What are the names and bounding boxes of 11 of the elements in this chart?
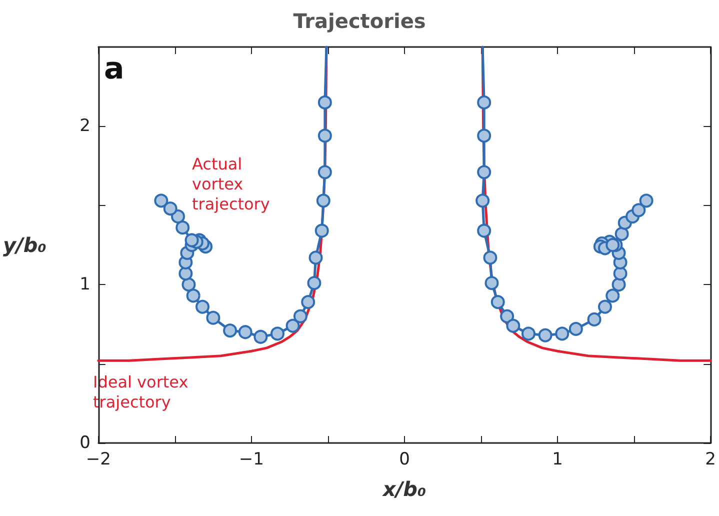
x-axis-title: x/b₀ bbox=[382, 477, 426, 501]
x-tick-label: 0 bbox=[399, 450, 410, 470]
annotation: Actual vortex trajectory bbox=[192, 154, 270, 214]
y-tick-label: 2 bbox=[80, 116, 90, 136]
x-tick-label: −1 bbox=[238, 450, 264, 470]
x-tick-label: 2 bbox=[705, 450, 716, 470]
chart-title: Trajectories bbox=[293, 9, 426, 33]
x-tick-label: 1 bbox=[552, 450, 563, 470]
y-axis-title: y/b₀ bbox=[2, 233, 47, 257]
annotation: a bbox=[104, 52, 124, 86]
y-tick-label: 1 bbox=[80, 274, 90, 295]
